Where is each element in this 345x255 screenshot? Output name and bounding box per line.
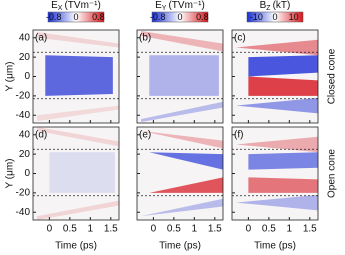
heatmap-region bbox=[248, 177, 318, 193]
heatmap-region bbox=[248, 76, 318, 96]
panel-label: (a) bbox=[35, 33, 47, 44]
heatmap-bg bbox=[33, 127, 119, 220]
x-tick-label: 1 bbox=[192, 224, 198, 235]
y-tick-label: 40 bbox=[19, 32, 31, 43]
y-tick-label: -40 bbox=[16, 110, 31, 121]
colorbar bbox=[47, 11, 105, 23]
heatmap-region bbox=[236, 136, 318, 153]
x-tick-label: 0 bbox=[47, 224, 53, 235]
colorbar-tick-label: -10 bbox=[250, 12, 263, 22]
symbol: E bbox=[51, 0, 58, 11]
colorbar-tick-label: 0 bbox=[73, 12, 78, 22]
y-tick-label: 40 bbox=[19, 129, 31, 140]
x-tick-label: 0.5 bbox=[262, 224, 276, 235]
heatmap-region bbox=[141, 30, 223, 52]
heatmap-region bbox=[248, 55, 318, 77]
unit: (kT) bbox=[273, 0, 291, 11]
colorbar bbox=[246, 11, 304, 23]
colorbar-tick-label: 0.8 bbox=[196, 12, 209, 22]
heatmap-region bbox=[45, 55, 113, 96]
heatmap-region bbox=[236, 97, 318, 114]
x-tick-label: 0 bbox=[151, 224, 157, 235]
heatmap-region bbox=[37, 105, 119, 122]
row-label: Open cone bbox=[327, 149, 338, 198]
y-tick-label: 0 bbox=[24, 71, 30, 82]
y-axis-label: Y (μm) bbox=[5, 158, 16, 188]
x-axis-label: Time (ps) bbox=[55, 241, 97, 252]
colorbar-tick-label: -0.8 bbox=[46, 12, 62, 22]
y-tick-label: -20 bbox=[16, 188, 31, 199]
x-tick-label: 1.5 bbox=[104, 224, 118, 235]
colorbar bbox=[151, 11, 209, 23]
heatmap-region bbox=[37, 127, 119, 147]
y-tick-label: 20 bbox=[19, 52, 31, 63]
panel-label: (f) bbox=[234, 130, 243, 141]
panel-label: (e) bbox=[139, 130, 151, 141]
heatmap-region bbox=[236, 39, 318, 56]
panel-label: (d) bbox=[35, 130, 47, 141]
colorbar-tick-label: -0.8 bbox=[150, 12, 166, 22]
y-tick-label: 0 bbox=[24, 168, 30, 179]
heatmap-region bbox=[149, 152, 223, 170]
colorbar-tick-label: 10 bbox=[289, 12, 299, 22]
colorbar-tick-label: 0.8 bbox=[92, 12, 105, 22]
y-tick-label: -20 bbox=[16, 91, 31, 102]
heatmap-region bbox=[141, 101, 223, 123]
y-tick-label: 20 bbox=[19, 149, 31, 160]
colorbar-tick-label: 0 bbox=[177, 12, 182, 22]
x-tick-label: 0.5 bbox=[63, 224, 77, 235]
x-tick-label: 1 bbox=[88, 224, 94, 235]
heatmap-region bbox=[49, 152, 115, 193]
symbol: B bbox=[260, 0, 267, 11]
heatmap-region bbox=[149, 177, 223, 193]
heatmap-bg bbox=[137, 127, 223, 220]
subscript: Z bbox=[266, 5, 271, 12]
panel-label: (b) bbox=[139, 33, 151, 44]
x-tick-label: 1 bbox=[287, 224, 293, 235]
heatmap-region bbox=[149, 55, 219, 96]
heatmap-region bbox=[37, 200, 119, 220]
colorbar-tick-label: 0 bbox=[272, 12, 277, 22]
x-axis-label: Time (ps) bbox=[254, 241, 296, 252]
panel-label: (c) bbox=[234, 33, 246, 44]
x-tick-label: 1.5 bbox=[208, 224, 222, 235]
heatmap-region bbox=[141, 130, 223, 149]
x-axis-label: Time (ps) bbox=[159, 241, 201, 252]
y-tick-label: -40 bbox=[16, 207, 31, 218]
row-label: Closed cone bbox=[327, 48, 338, 104]
heatmap-region bbox=[141, 198, 223, 217]
heatmap-region bbox=[37, 31, 119, 48]
subscript: X bbox=[58, 5, 63, 12]
heatmap-bg bbox=[137, 30, 223, 123]
colorbar-title: BZ (kT) bbox=[260, 0, 291, 12]
colorbar-title: EX (TVm⁻¹) bbox=[51, 0, 101, 12]
heatmap-bg bbox=[232, 127, 318, 220]
x-tick-label: 0.5 bbox=[167, 224, 181, 235]
unit: (TVm⁻¹) bbox=[64, 0, 100, 11]
heatmap-region bbox=[248, 152, 318, 170]
subscript: Y bbox=[162, 5, 167, 12]
symbol: E bbox=[155, 0, 162, 11]
x-tick-label: 0 bbox=[246, 224, 252, 235]
colorbar-title: EY (TVm⁻¹) bbox=[155, 0, 205, 12]
heatmap-region bbox=[236, 194, 318, 211]
unit: (TVm⁻¹) bbox=[168, 0, 204, 11]
x-tick-label: 1.5 bbox=[303, 224, 317, 235]
y-axis-label: Y (μm) bbox=[5, 61, 16, 91]
